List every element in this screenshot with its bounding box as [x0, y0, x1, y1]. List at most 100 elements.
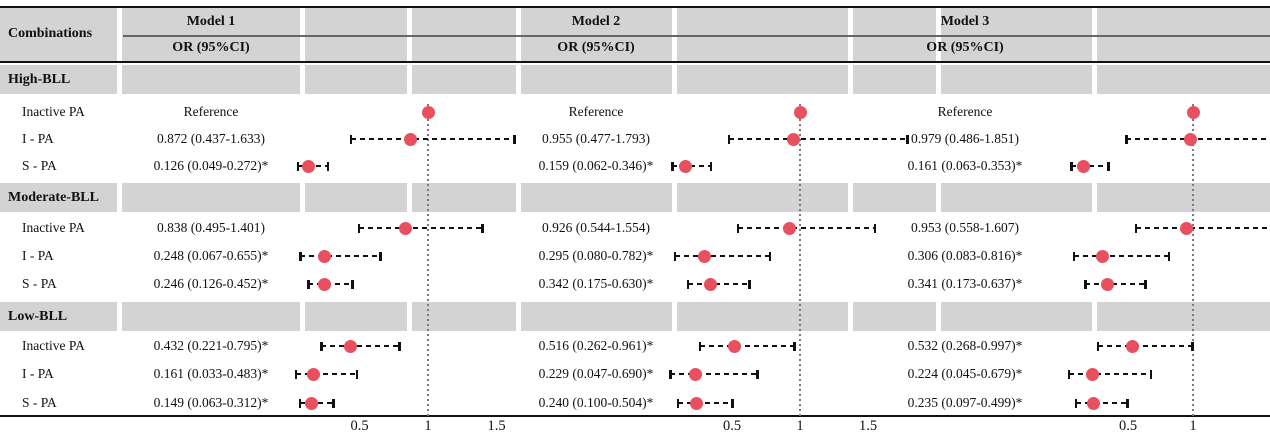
or-value: 0.246 (0.126-0.452)*: [153, 276, 269, 291]
or-ci-header: OR (95%CI): [172, 40, 250, 55]
column-gap: [936, 8, 941, 61]
ci-cap-right: [481, 223, 484, 233]
or-value: 0.872 (0.437-1.633): [157, 131, 265, 146]
ci-whisker: [674, 255, 771, 257]
or-value: 0.149 (0.063-0.312)*: [153, 395, 269, 410]
or-value: 0.342 (0.175-0.630)*: [538, 276, 654, 291]
or-value: 0.955 (0.477-1.793): [542, 131, 650, 146]
row-label: I - PA: [22, 366, 54, 381]
ci-cap-right: [731, 398, 734, 408]
column-gap: [516, 65, 521, 94]
ci-whisker: [321, 345, 400, 347]
column-gap: [672, 302, 677, 331]
section-band: [0, 302, 1270, 331]
row-label: Inactive PA: [22, 220, 85, 235]
group-label: Moderate-BLL: [8, 189, 99, 205]
column-gap: [848, 65, 853, 94]
or-dot: [787, 132, 801, 146]
column-gap: [300, 183, 305, 212]
ci-cap-right: [793, 341, 796, 351]
axis-tick-label: 1.5: [858, 418, 878, 434]
or-value: 0.516 (0.262-0.961)*: [538, 338, 654, 353]
column-gap: [1092, 183, 1097, 212]
reference-line: [799, 104, 801, 419]
ci-cap-right: [1107, 161, 1110, 171]
ci-cap-left: [1096, 341, 1100, 351]
column-gap: [117, 183, 122, 212]
ci-cap-right: [873, 223, 877, 233]
or-dot: [690, 396, 704, 410]
or-dot: [727, 339, 741, 353]
row-label: S - PA: [22, 395, 57, 410]
ci-cap-right: [398, 341, 401, 351]
row-label: Inactive PA: [22, 104, 85, 119]
ci-cap-left: [1070, 161, 1073, 171]
or-value: 0.306 (0.083-0.816)*: [907, 248, 1023, 263]
ci-whisker: [1097, 345, 1193, 347]
or-dot: [704, 277, 717, 291]
ci-cap-right: [768, 251, 772, 261]
reference-line: [427, 104, 429, 419]
or-dot: [679, 159, 693, 173]
ci-cap-left: [673, 251, 677, 261]
axis-tick-label: 1.5: [487, 418, 506, 434]
combinations-header: Combinations: [8, 26, 93, 41]
ci-cap-left: [676, 398, 680, 408]
or-dot: [1186, 105, 1200, 119]
or-dot: [783, 221, 797, 235]
or-value: 0.161 (0.063-0.353)*: [907, 158, 1023, 173]
ci-cap-left: [686, 279, 690, 289]
or-value: 0.341 (0.173-0.637)*: [907, 276, 1023, 291]
or-value: 0.159 (0.062-0.346)*: [538, 158, 654, 173]
axis-tick-label: 1: [796, 418, 804, 434]
or-value: 0.295 (0.080-0.782)*: [538, 248, 654, 263]
or-dot: [399, 221, 413, 235]
or-value: 0.926 (0.544-1.554): [542, 220, 650, 235]
or-dot: [793, 105, 807, 119]
axis-tick-label: 1: [424, 418, 432, 434]
ci-whisker: [728, 138, 908, 140]
or-dot: [318, 249, 332, 263]
ci-cap-right: [1167, 251, 1171, 261]
or-dot: [1100, 277, 1114, 291]
section-band: [0, 183, 1270, 212]
ci-whisker: [677, 402, 733, 404]
axis-rule: [0, 415, 1270, 417]
column-gap: [117, 65, 122, 94]
ci-whisker: [1135, 227, 1270, 229]
ci-cap-left: [307, 279, 310, 289]
ci-cap-right: [1149, 369, 1153, 379]
ci-cap-right: [1126, 398, 1129, 408]
or-dot: [1085, 367, 1099, 381]
ci-whisker: [358, 227, 483, 229]
ci-cap-right: [513, 134, 516, 144]
column-gap: [407, 302, 412, 331]
axis-tick-label: 0.5: [722, 418, 742, 434]
or-dot: [403, 132, 417, 146]
column-gap: [300, 8, 305, 61]
column-gap: [672, 8, 677, 61]
model-header: Model 3: [940, 14, 990, 29]
ci-whisker: [1073, 255, 1170, 257]
or-value: 0.224 (0.045-0.679)*: [907, 366, 1023, 381]
ci-cap-right: [756, 369, 759, 379]
column-gap: [407, 65, 412, 94]
axis-tick-label: 1: [1189, 418, 1197, 434]
ci-cap-left: [1084, 279, 1087, 289]
or-dot: [1180, 221, 1194, 235]
row-label: S - PA: [22, 276, 57, 291]
or-dot: [1096, 249, 1110, 263]
column-gap: [672, 183, 677, 212]
reference-line: [1192, 104, 1194, 419]
ci-cap-right: [1191, 341, 1194, 351]
or-ci-header: OR (95%CI): [926, 40, 1004, 55]
ci-cap-right: [355, 369, 359, 379]
ci-cap-right: [906, 134, 909, 144]
or-value: 0.432 (0.221-0.795)*: [153, 338, 269, 353]
or-dot: [697, 249, 711, 263]
ci-cap-left: [1074, 398, 1078, 408]
ci-cap-left: [1125, 134, 1128, 144]
ci-whisker: [350, 138, 515, 140]
row-label: I - PA: [22, 248, 54, 263]
ci-cap-right: [709, 161, 713, 171]
